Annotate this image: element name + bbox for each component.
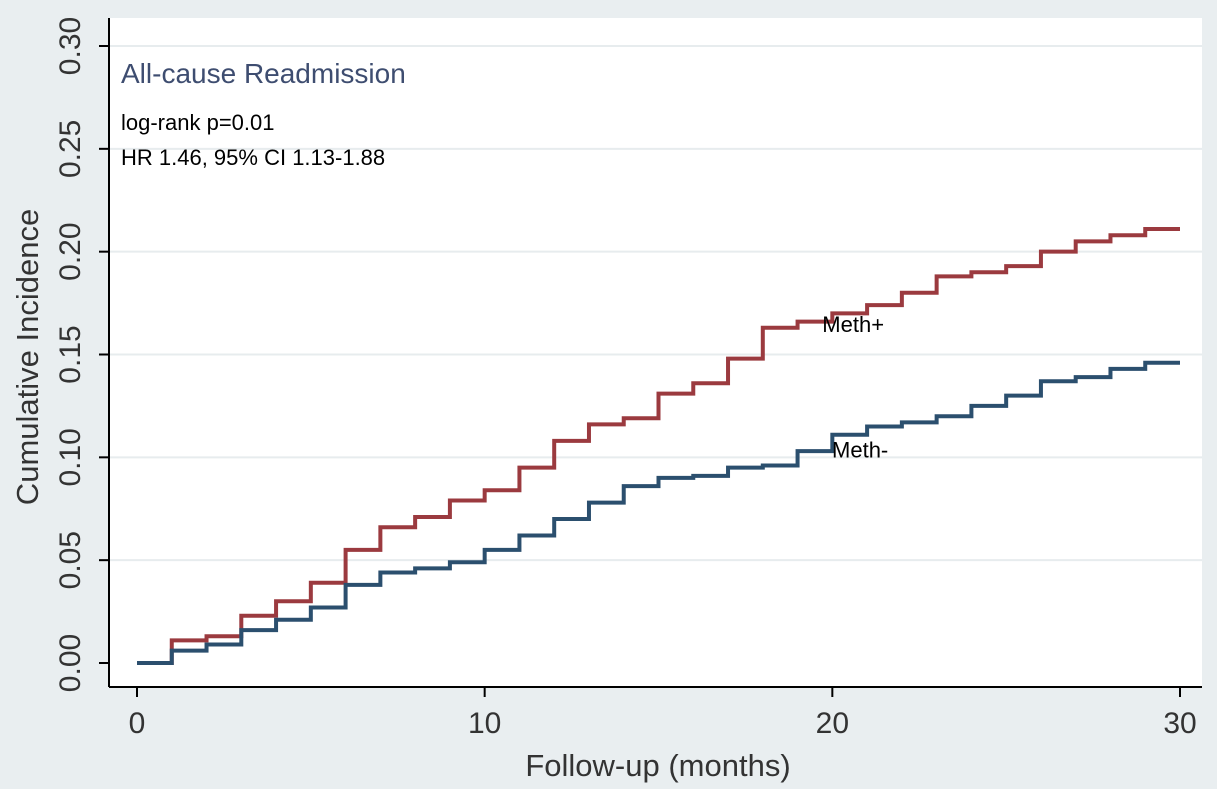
y-tick-label: 0.25 (54, 120, 87, 178)
x-tick-label: 10 (468, 707, 501, 740)
x-ticks: 0 10 20 30 (129, 687, 1197, 740)
series-group (137, 227, 1180, 665)
x-tick-label: 20 (816, 707, 849, 740)
annotation-logrank: log-rank p=0.01 (121, 110, 275, 135)
y-tick-label: 0.05 (54, 531, 87, 589)
series-line-meth-plus (137, 227, 1180, 665)
y-tick-label: 0.00 (54, 634, 87, 692)
axes (108, 18, 1202, 688)
y-ticks: 0.00 0.05 0.10 0.15 0.20 0.25 0.30 (54, 17, 109, 692)
chart-title: All-cause Readmission (121, 58, 406, 89)
y-tick-label: 0.20 (54, 222, 87, 280)
series-labels: Meth+ Meth- (822, 312, 888, 462)
y-tick-label: 0.15 (54, 325, 87, 383)
x-tick-label: 30 (1163, 707, 1196, 740)
series-line-meth-minus (137, 360, 1180, 665)
series-label-meth-plus: Meth+ (822, 312, 884, 337)
series-label-meth-minus: Meth- (832, 437, 888, 462)
y-tick-label: 0.30 (54, 17, 87, 75)
y-tick-label: 0.10 (54, 428, 87, 486)
grid-lines (109, 45, 1202, 562)
x-tick-label: 0 (129, 707, 146, 740)
y-axis-title: Cumulative Incidence (10, 209, 45, 505)
x-axis-title: Follow-up (months) (525, 748, 790, 783)
annotation-hazard-ratio: HR 1.46, 95% CI 1.13-1.88 (121, 145, 385, 170)
plot-area (109, 18, 1202, 687)
